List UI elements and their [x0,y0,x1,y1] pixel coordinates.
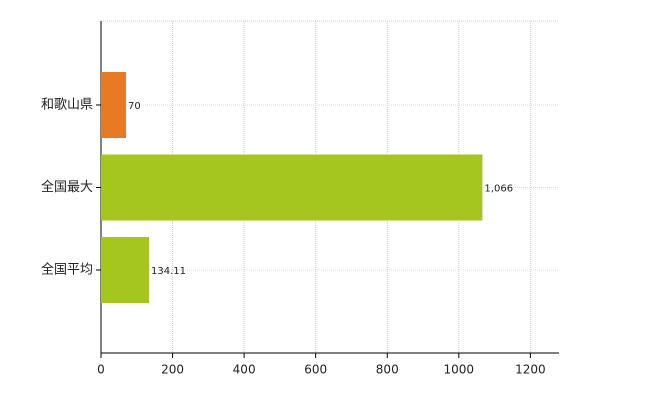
bar [101,237,149,303]
y-tick-label: 全国平均 [41,262,93,278]
x-tick-label: 200 [161,363,184,377]
bar [101,154,483,221]
x-tick-label: 800 [376,363,399,377]
x-tick-label: 1200 [515,363,546,377]
value-label: 134.11 [151,266,186,277]
bar [101,72,127,138]
x-tick-label: 0 [97,363,105,377]
value-label: 70 [128,101,141,112]
y-tick-label: 和歌山県 [41,98,93,113]
x-tick-label: 400 [233,363,256,377]
x-tick-label: 1000 [444,363,475,377]
value-label: 1,066 [484,184,513,195]
x-tick-label: 600 [304,363,327,377]
y-tick-label: 全国最大 [41,179,93,195]
